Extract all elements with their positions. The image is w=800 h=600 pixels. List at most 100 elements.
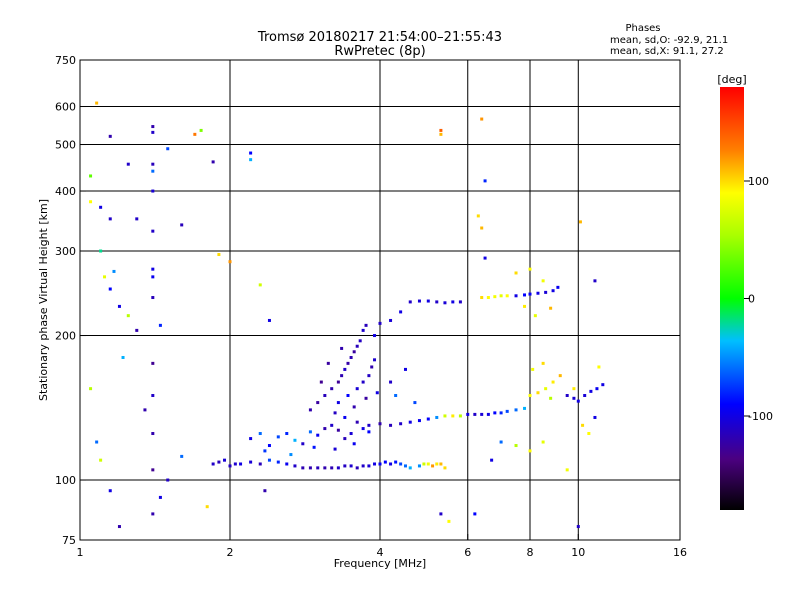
data-point xyxy=(267,458,271,462)
data-point xyxy=(217,253,221,257)
data-point xyxy=(319,380,323,384)
data-point xyxy=(399,310,403,314)
data-point xyxy=(346,394,350,398)
data-point xyxy=(451,300,455,304)
data-point xyxy=(112,269,116,273)
x-tick-label: 10 xyxy=(571,546,585,559)
data-point xyxy=(408,300,412,304)
stats-line-o: mean, sd,O: -92.9, 21.1 xyxy=(610,35,728,46)
data-point xyxy=(493,411,497,415)
data-point xyxy=(228,464,232,468)
data-point xyxy=(370,365,374,369)
data-point xyxy=(417,299,421,303)
data-point xyxy=(346,361,350,365)
data-point xyxy=(480,117,484,121)
stats-header: Phases xyxy=(625,23,660,34)
data-point xyxy=(330,387,334,391)
data-point xyxy=(361,328,365,332)
data-point xyxy=(151,162,155,166)
data-point xyxy=(422,462,426,466)
data-point xyxy=(514,271,518,275)
data-point xyxy=(308,430,312,434)
data-point xyxy=(505,409,509,413)
data-point xyxy=(126,314,130,318)
data-point xyxy=(361,380,365,384)
data-point xyxy=(352,442,356,446)
data-point xyxy=(135,217,139,221)
data-point xyxy=(143,408,147,412)
data-point xyxy=(587,432,591,436)
colorbar-label: [deg] xyxy=(717,73,746,86)
data-point xyxy=(336,428,340,432)
data-point xyxy=(249,437,253,441)
data-point xyxy=(583,394,587,398)
data-point xyxy=(447,519,451,523)
data-point xyxy=(199,128,203,132)
data-point xyxy=(417,419,421,423)
data-point xyxy=(493,295,497,299)
data-point xyxy=(378,422,382,426)
data-point xyxy=(426,299,430,303)
data-point xyxy=(151,189,155,193)
data-point xyxy=(565,394,569,398)
data-point xyxy=(426,462,430,466)
data-point xyxy=(403,464,407,468)
data-point xyxy=(373,334,377,338)
data-point xyxy=(536,391,540,395)
data-point xyxy=(333,411,337,415)
data-point xyxy=(581,423,585,427)
data-point xyxy=(486,412,490,416)
data-point xyxy=(389,462,393,466)
data-point xyxy=(480,296,484,300)
data-point xyxy=(308,466,312,470)
data-point xyxy=(166,478,170,482)
x-tick-label: 4 xyxy=(377,546,384,559)
data-point xyxy=(435,300,439,304)
x-tick-label: 1 xyxy=(77,546,84,559)
data-point xyxy=(151,130,155,134)
data-point xyxy=(117,525,121,529)
data-point xyxy=(108,217,112,221)
data-point xyxy=(135,328,139,332)
data-point xyxy=(601,383,605,387)
data-point xyxy=(375,391,379,395)
data-point xyxy=(151,275,155,279)
data-point xyxy=(349,355,353,359)
data-point xyxy=(361,464,365,468)
data-point xyxy=(249,460,253,464)
data-point xyxy=(151,468,155,472)
data-point xyxy=(576,399,580,403)
data-point xyxy=(258,462,262,466)
data-point xyxy=(151,361,155,365)
data-point xyxy=(301,466,305,470)
data-point xyxy=(126,162,130,166)
data-point xyxy=(394,394,398,398)
data-point xyxy=(233,462,237,466)
data-point xyxy=(340,346,344,350)
colorbar-tick-label: 0 xyxy=(748,293,755,306)
data-point xyxy=(364,396,368,400)
colorbar xyxy=(720,87,744,510)
data-point xyxy=(349,464,353,468)
data-point xyxy=(505,294,509,298)
data-point xyxy=(556,285,560,289)
data-point xyxy=(367,464,371,468)
data-point xyxy=(439,462,443,466)
data-point xyxy=(108,134,112,138)
data-point xyxy=(572,387,576,391)
y-tick-label: 300 xyxy=(55,245,76,258)
data-point xyxy=(593,415,597,419)
data-point xyxy=(263,489,267,493)
data-point xyxy=(364,323,368,327)
data-point xyxy=(285,462,289,466)
x-tick-label: 8 xyxy=(527,546,534,559)
data-point xyxy=(499,411,503,415)
data-point xyxy=(323,466,327,470)
grid-lines xyxy=(80,60,680,540)
x-tick-label: 6 xyxy=(464,546,471,559)
y-tick-label: 400 xyxy=(55,185,76,198)
data-point xyxy=(352,350,356,354)
data-point xyxy=(431,464,435,468)
data-point xyxy=(514,444,518,448)
data-point xyxy=(293,438,297,442)
